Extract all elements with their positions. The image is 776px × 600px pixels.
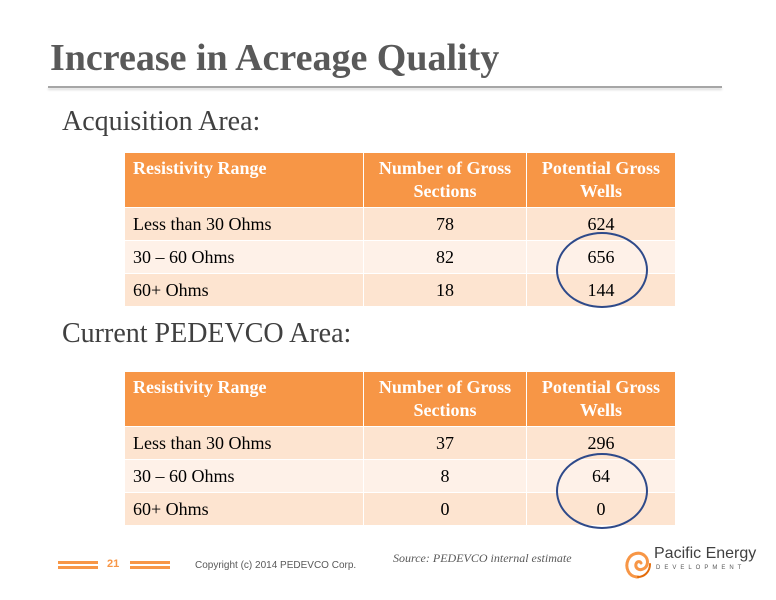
current-pedevco-area-heading: Current PEDEVCO Area: bbox=[62, 318, 352, 349]
table-cell: Less than 30 Ohms bbox=[124, 207, 364, 241]
table-cell: 30 – 60 Ohms bbox=[124, 459, 364, 493]
table-header-row: Resistivity Range Number of Gross Sectio… bbox=[124, 371, 676, 427]
table-cell: 0 bbox=[363, 492, 527, 526]
pacific-energy-logo: Pacific Energy DEVELOPMENT bbox=[624, 545, 757, 585]
column-header: Resistivity Range bbox=[124, 152, 364, 208]
current-pedevco-area-table: Resistivity Range Number of Gross Sectio… bbox=[124, 371, 676, 526]
column-header: Potential Gross Wells bbox=[526, 371, 676, 427]
table-row: Less than 30 Ohms 78 624 bbox=[124, 207, 676, 241]
table-cell: 82 bbox=[363, 240, 527, 274]
table-cell: 60+ Ohms bbox=[124, 492, 364, 526]
table-cell: 60+ Ohms bbox=[124, 273, 364, 307]
slide-title: Increase in Acreage Quality bbox=[50, 37, 500, 79]
logo-tagline: DEVELOPMENT bbox=[656, 565, 746, 571]
table-cell: 37 bbox=[363, 426, 527, 460]
column-header: Number of Gross Sections bbox=[363, 371, 527, 427]
logo-name: Pacific Energy bbox=[654, 545, 757, 562]
column-header: Resistivity Range bbox=[124, 371, 364, 427]
acquisition-area-heading: Acquisition Area: bbox=[62, 106, 261, 137]
column-header: Potential Gross Wells bbox=[526, 152, 676, 208]
highlight-circle-acquisition bbox=[556, 232, 648, 308]
table-cell: 8 bbox=[363, 459, 527, 493]
source-note: Source: PEDEVCO internal estimate bbox=[393, 551, 572, 565]
footer-bar-left bbox=[58, 561, 98, 564]
table-header-row: Resistivity Range Number of Gross Sectio… bbox=[124, 152, 676, 208]
copyright-notice: Copyright (c) 2014 PEDEVCO Corp. bbox=[195, 560, 357, 571]
nautilus-shell-icon bbox=[625, 551, 651, 579]
highlight-circle-current bbox=[556, 453, 648, 529]
table-cell: 30 – 60 Ohms bbox=[124, 240, 364, 274]
footer-bar-left-lower bbox=[58, 566, 98, 569]
column-header: Number of Gross Sections bbox=[363, 152, 527, 208]
table-cell: 78 bbox=[363, 207, 527, 241]
table-cell: 18 bbox=[363, 273, 527, 307]
acquisition-area-table: Resistivity Range Number of Gross Sectio… bbox=[124, 152, 676, 307]
page-number: 21 bbox=[107, 558, 120, 570]
table-cell: Less than 30 Ohms bbox=[124, 426, 364, 460]
title-divider bbox=[48, 86, 722, 88]
footer-bar-right-lower bbox=[130, 566, 170, 569]
table-row: 60+ Ohms 18 144 bbox=[124, 273, 676, 307]
footer-bar-right bbox=[130, 561, 170, 564]
